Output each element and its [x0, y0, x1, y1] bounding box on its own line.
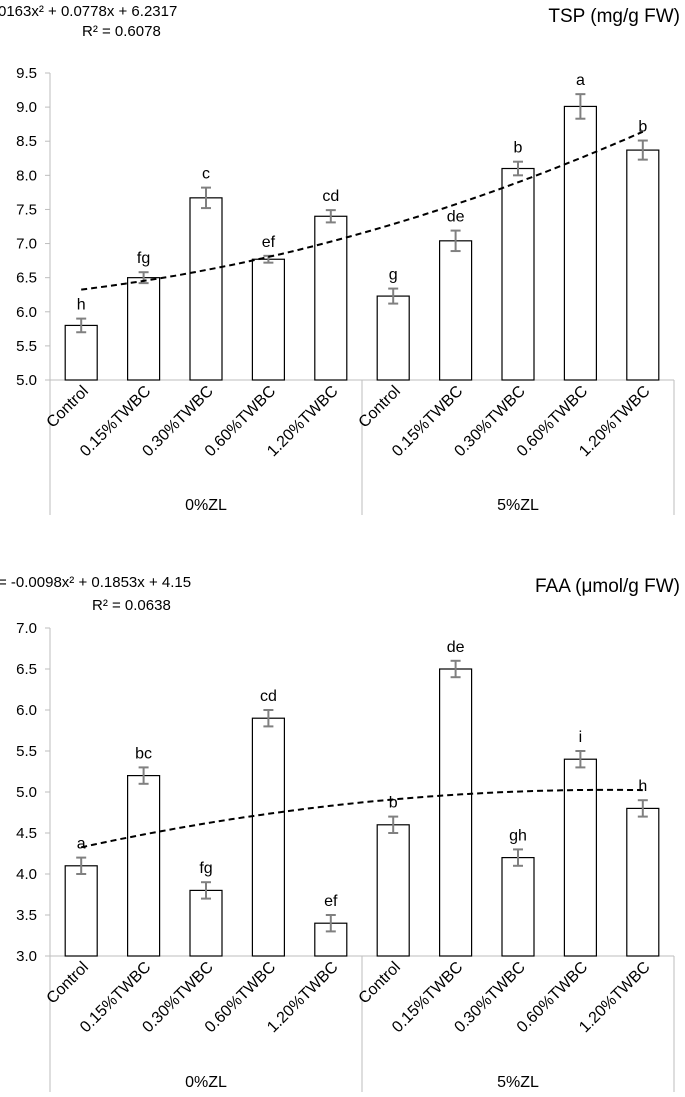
- group-label: 0%ZL: [185, 497, 227, 514]
- bar: [376, 824, 410, 957]
- r-squared-label: R² = 0.0638: [92, 597, 171, 614]
- significance-letter: h: [77, 297, 86, 314]
- y-tick-label: 6.5: [16, 661, 37, 678]
- y-tick-label: 6.0: [16, 304, 37, 321]
- x-category-label: Control: [356, 383, 404, 431]
- trendline: [81, 130, 644, 291]
- y-tick-label: 5.5: [16, 743, 37, 760]
- x-category-label: Control: [44, 383, 92, 431]
- bar: [439, 668, 473, 957]
- significance-letter: ef: [324, 893, 338, 910]
- y-tick-label: 5.0: [16, 784, 37, 801]
- significance-letter: h: [638, 778, 647, 795]
- significance-letter: gh: [509, 827, 527, 844]
- x-category-label: Control: [356, 959, 404, 1007]
- y-tick-label: 8.5: [16, 133, 37, 150]
- y-tick-label: 9.5: [16, 65, 37, 82]
- group-label: 5%ZL: [497, 497, 539, 514]
- y-tick-label: 3.0: [16, 948, 37, 965]
- significance-letter: a: [77, 836, 86, 853]
- bar: [501, 167, 535, 381]
- significance-letter: fg: [199, 860, 212, 877]
- y-tick-label: 6.5: [16, 270, 37, 287]
- significance-letter: cd: [322, 188, 339, 205]
- y-tick-label: 4.0: [16, 866, 37, 883]
- y-tick-label: 3.5: [16, 907, 37, 924]
- significance-letter: b: [389, 795, 398, 812]
- bar: [64, 865, 98, 957]
- trendline-equation: = -0.0098x² + 0.1853x + 4.15: [0, 574, 191, 591]
- trendline-equation: 0163x² + 0.0778x + 6.2317: [0, 3, 177, 20]
- significance-letter: bc: [135, 745, 152, 762]
- y-tick-label: 5.5: [16, 338, 37, 355]
- y-tick-label: 9.0: [16, 99, 37, 116]
- chart-2: FAA (μmol/g FW) = -0.0098x² + 0.1853x + 4…: [0, 574, 680, 1092]
- bar: [126, 774, 161, 957]
- y-tick-label: 7.0: [16, 236, 37, 253]
- significance-letter: de: [447, 209, 465, 226]
- bar: [126, 277, 161, 381]
- chart-title: FAA (μmol/g FW): [535, 576, 680, 597]
- y-tick-label: 8.0: [16, 167, 37, 184]
- group-label: 0%ZL: [185, 1074, 227, 1091]
- bar: [251, 258, 285, 381]
- significance-letter: b: [638, 119, 647, 136]
- y-tick-label: 7.0: [16, 620, 37, 637]
- significance-letter: g: [389, 267, 398, 284]
- bar: [626, 807, 660, 957]
- bar: [64, 324, 98, 381]
- chart-title: TSP (mg/g FW): [548, 6, 680, 27]
- bar: [251, 717, 285, 957]
- significance-letter: b: [514, 140, 523, 157]
- y-tick-label: 7.5: [16, 201, 37, 218]
- significance-letter: fg: [137, 250, 150, 267]
- chart-1: TSP (mg/g FW) 0163x² + 0.0778x + 6.2317 R²…: [0, 3, 680, 515]
- bar: [501, 856, 535, 957]
- y-tick-label: 6.0: [16, 702, 37, 719]
- bar: [189, 889, 223, 957]
- bar: [626, 149, 660, 381]
- significance-letter: de: [447, 639, 465, 656]
- bar: [563, 758, 598, 957]
- x-category-label: Control: [44, 959, 92, 1007]
- significance-letter: cd: [260, 688, 277, 705]
- trendline: [80, 788, 643, 849]
- group-label: 5%ZL: [497, 1074, 539, 1091]
- bar: [439, 240, 473, 381]
- significance-letter: ef: [262, 234, 276, 251]
- bar: [189, 197, 223, 381]
- significance-letter: a: [576, 72, 585, 89]
- r-squared-label: R² = 0.6078: [82, 23, 161, 40]
- bar: [376, 295, 410, 381]
- significance-letter: c: [202, 166, 210, 183]
- significance-letter: i: [579, 729, 583, 746]
- y-tick-label: 5.0: [16, 372, 37, 389]
- y-tick-label: 4.5: [16, 825, 37, 842]
- bar: [563, 105, 598, 381]
